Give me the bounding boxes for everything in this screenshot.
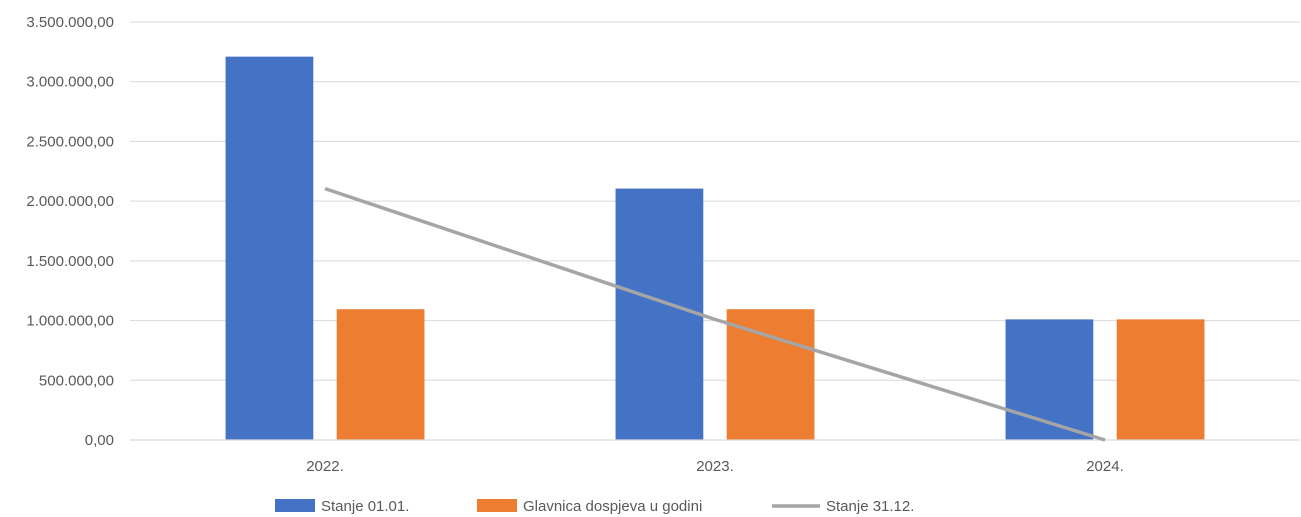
y-tick-label: 1.500.000,00 xyxy=(26,253,114,270)
x-axis-tick-labels: 2022. 2023. 2024. xyxy=(306,458,1124,475)
legend-label: Stanje 31.12. xyxy=(826,498,914,515)
legend-label: Glavnica dospjeva u godini xyxy=(523,498,702,515)
y-tick-label: 0,00 xyxy=(85,432,114,449)
series-lines xyxy=(324,186,1106,442)
legend-label: Stanje 01.01. xyxy=(321,498,409,515)
series-line xyxy=(324,186,1106,442)
legend: Stanje 01.01. Glavnica dospjeva u godini S… xyxy=(275,498,914,515)
y-tick-label: 3.500.000,00 xyxy=(26,14,114,31)
legend-swatch xyxy=(275,499,315,512)
bar xyxy=(1005,319,1094,440)
x-tick-label: 2023. xyxy=(696,458,734,475)
legend-swatch xyxy=(477,499,517,512)
y-tick-label: 1.000.000,00 xyxy=(26,313,114,330)
bar xyxy=(615,188,704,440)
bar xyxy=(336,309,425,440)
bars xyxy=(225,56,1205,441)
bar xyxy=(726,309,815,440)
x-tick-label: 2022. xyxy=(306,458,344,475)
y-tick-label: 2.000.000,00 xyxy=(26,193,114,210)
x-tick-label: 2024. xyxy=(1086,458,1124,475)
y-tick-label: 2.500.000,00 xyxy=(26,133,114,150)
bar xyxy=(1116,319,1205,440)
gridlines xyxy=(130,21,1300,381)
y-axis-tick-labels: 0,00 500.000,00 1.000.000,00 1.500.000,00 2.… xyxy=(26,14,114,449)
y-tick-label: 500.000,00 xyxy=(39,372,114,389)
y-tick-label: 3.000.000,00 xyxy=(26,74,114,91)
bar xyxy=(225,56,314,441)
